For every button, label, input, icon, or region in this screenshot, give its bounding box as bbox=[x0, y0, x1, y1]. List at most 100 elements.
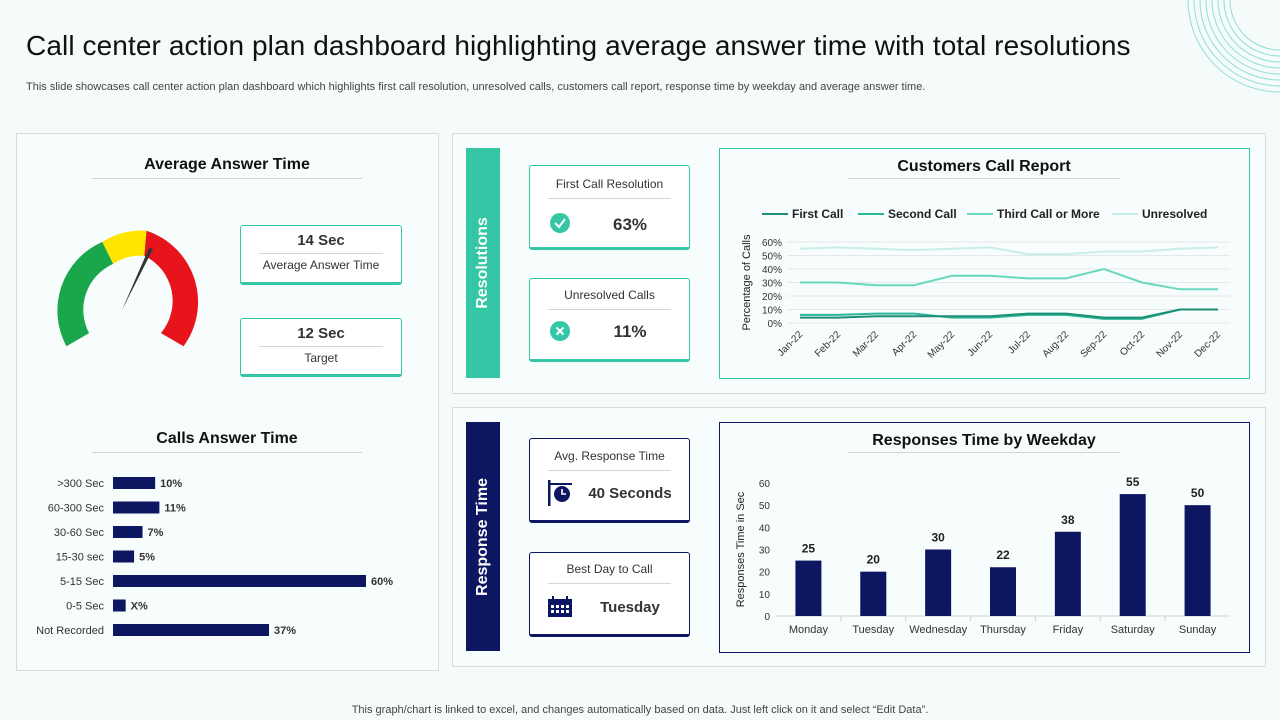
calls-answer-title: Calls Answer Time bbox=[156, 430, 298, 447]
weekday-bar-value: 25 bbox=[802, 542, 816, 556]
line-chart-x-tick: May-22 bbox=[926, 329, 958, 361]
page-subtitle: This slide showcases call center action … bbox=[26, 81, 926, 93]
line-chart-title: Customers Call Report bbox=[897, 158, 1071, 175]
calls-answer-value-label: 5% bbox=[139, 552, 155, 564]
legend-label: Third Call or More bbox=[997, 207, 1100, 221]
line-series bbox=[800, 267, 1218, 291]
line-chart-title-rule bbox=[848, 178, 1120, 179]
page-title: Call center action plan dashboard highli… bbox=[26, 30, 1131, 61]
weekday-bar-value: 50 bbox=[1191, 486, 1205, 500]
customers-call-report-box bbox=[719, 148, 1250, 379]
calls-answer-category-label: 0-5 Sec bbox=[66, 601, 104, 613]
calls-answer-category-label: >300 Sec bbox=[57, 478, 104, 490]
footer-note: This graph/chart is linked to excel, and… bbox=[351, 704, 929, 716]
target-kpi: 12 Sec Target bbox=[240, 318, 402, 377]
line-chart-y-tick: 10% bbox=[762, 306, 782, 317]
calls-answer-category-label: 15-30 sec bbox=[56, 552, 105, 564]
line-chart-x-tick: Apr-22 bbox=[890, 329, 919, 358]
target-value: 12 Sec bbox=[297, 325, 345, 342]
weekday-bar bbox=[925, 549, 952, 616]
line-chart-x-tick: Jan-22 bbox=[776, 329, 806, 359]
bar-chart-y-tick: 50 bbox=[759, 501, 771, 512]
line-chart-x-tick: Nov-22 bbox=[1155, 329, 1186, 360]
legend-label: First Call bbox=[792, 207, 843, 221]
calls-answer-value-label: 60% bbox=[371, 576, 393, 588]
first-call-label: First Call Resolution bbox=[555, 177, 664, 191]
calls-answer-chart: >300 Sec 10% 60-300 Sec 11% 30-60 Sec 7% 15-30… bbox=[36, 477, 393, 637]
line-chart-x-tick: Jun-22 bbox=[966, 329, 996, 359]
bar-chart-y-tick: 40 bbox=[759, 523, 771, 534]
line-chart-y-axis-label: Percentage of Calls bbox=[741, 234, 753, 330]
bar-chart-y-tick: 60 bbox=[759, 479, 771, 490]
calendar-icon bbox=[548, 596, 572, 617]
gauge bbox=[57, 230, 199, 347]
best-day-label: Best Day to Call bbox=[566, 562, 653, 576]
calls-answer-category-label: 30-60 Sec bbox=[54, 527, 105, 539]
weekday-label: Saturday bbox=[1111, 624, 1156, 636]
weekday-bar-value: 20 bbox=[867, 553, 881, 567]
gauge-green-segment bbox=[57, 241, 114, 347]
calls-answer-bar bbox=[113, 550, 135, 563]
line-series bbox=[800, 308, 1218, 320]
bar-chart-y-tick: 10 bbox=[759, 590, 771, 601]
kpi-divider bbox=[548, 309, 671, 310]
bar-chart-title-rule bbox=[848, 452, 1120, 453]
weekday-label: Friday bbox=[1053, 624, 1084, 636]
avg-answer-kpi: 14 Sec Average Answer Time bbox=[240, 225, 402, 285]
line-chart-x-tick: Jul-22 bbox=[1006, 329, 1033, 356]
avg-response-kpi: Avg. Response Time 40 Seconds bbox=[529, 438, 690, 523]
calls-answer-category-label: 60-300 Sec bbox=[48, 503, 105, 515]
weekday-bar bbox=[990, 567, 1016, 616]
bar-chart-y-tick: 0 bbox=[764, 612, 770, 623]
avg-answer-rule bbox=[92, 178, 362, 179]
resolutions-sidebar: Resolutions bbox=[466, 148, 500, 378]
weekday-bar-value: 22 bbox=[996, 548, 1010, 562]
calls-answer-bar bbox=[113, 599, 126, 612]
line-chart-x-tick: Oct-22 bbox=[1118, 329, 1147, 358]
bar-chart-y-tick: 30 bbox=[759, 546, 771, 557]
calls-answer-value-label: 37% bbox=[274, 625, 296, 637]
weekday-label: Thursday bbox=[980, 624, 1026, 636]
calls-answer-category-label: Not Recorded bbox=[36, 625, 104, 637]
unresolved-value: 11% bbox=[613, 322, 647, 341]
response-label: Response Time bbox=[474, 477, 491, 596]
calls-answer-value-label: 11% bbox=[164, 503, 186, 515]
kpi-divider bbox=[548, 198, 671, 199]
kpi-divider bbox=[548, 583, 671, 584]
weekday-label: Wednesday bbox=[909, 624, 967, 636]
line-chart-y-tick: 60% bbox=[762, 238, 782, 249]
gauge-needle bbox=[122, 248, 153, 310]
weekday-bar bbox=[795, 560, 822, 616]
line-chart-x-tick: Aug-22 bbox=[1041, 329, 1072, 360]
calls-answer-bar bbox=[113, 501, 160, 514]
line-chart-x-tick: Sep-22 bbox=[1079, 329, 1110, 360]
line-chart-x-tick: Dec-22 bbox=[1193, 329, 1224, 360]
weekday-label: Tuesday bbox=[852, 624, 894, 636]
weekday-bar bbox=[1054, 531, 1081, 616]
best-day-value: Tuesday bbox=[600, 599, 660, 616]
avg-answer-value: 14 Sec bbox=[297, 232, 345, 249]
weekday-bar-value: 38 bbox=[1061, 513, 1075, 527]
weekday-bar bbox=[1119, 494, 1146, 616]
decorative-arcs bbox=[1187, 0, 1280, 93]
line-chart-y-tick: 50% bbox=[762, 252, 782, 263]
calls-answer-bar bbox=[113, 624, 270, 636]
calls-answer-value-label: X% bbox=[131, 601, 148, 613]
best-day-kpi: Best Day to Call Tuesday bbox=[529, 552, 690, 637]
response-sidebar: Response Time bbox=[466, 422, 500, 651]
line-chart-y-tick: 0% bbox=[768, 319, 783, 330]
unresolved-label: Unresolved Calls bbox=[564, 288, 655, 302]
kpi-divider bbox=[548, 470, 671, 471]
kpi-divider bbox=[259, 253, 383, 254]
target-label: Target bbox=[304, 351, 338, 365]
calls-answer-bar bbox=[113, 477, 156, 489]
responses-weekday-chart: Responses Time by Weekday 0 10 20 30 40 50 60 Re… bbox=[735, 432, 1230, 636]
bar-chart-title: Responses Time by Weekday bbox=[872, 432, 1096, 449]
legend-label: Unresolved bbox=[1142, 207, 1207, 221]
calls-answer-value-label: 7% bbox=[148, 527, 164, 539]
calls-answer-rule bbox=[92, 452, 362, 453]
weekday-bar-value: 30 bbox=[931, 531, 945, 545]
weekday-label: Sunday bbox=[1179, 624, 1217, 636]
line-chart-y-tick: 40% bbox=[762, 265, 782, 276]
gauge-yellow-segment bbox=[102, 230, 147, 264]
